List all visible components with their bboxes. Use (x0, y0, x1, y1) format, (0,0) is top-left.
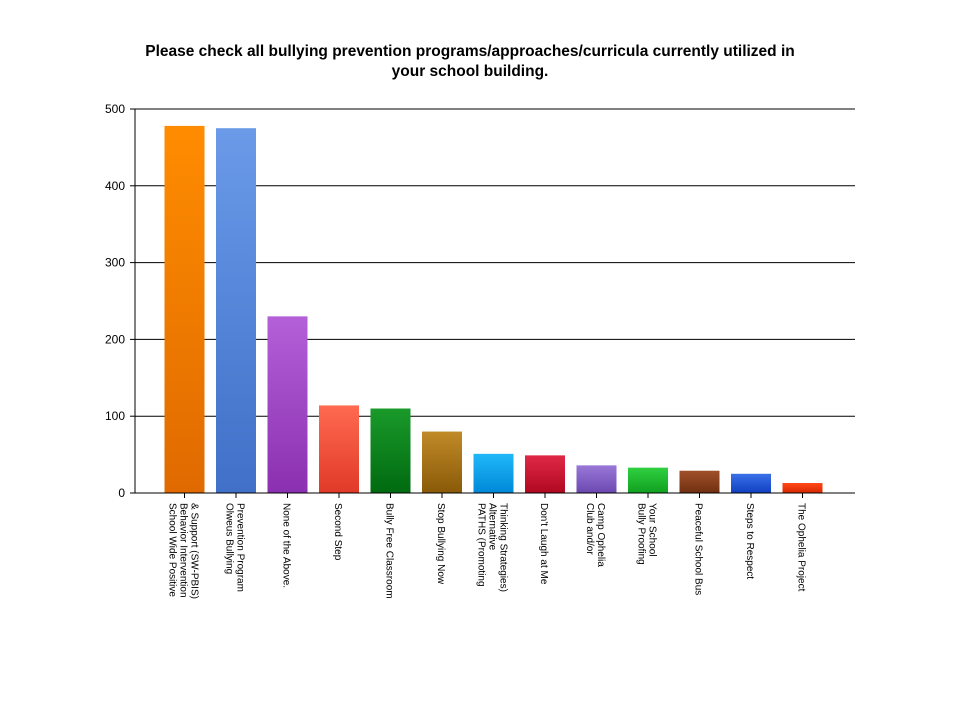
x-category-label-line: Steps to Respect (744, 503, 755, 579)
x-category-label-line: Your School (647, 503, 658, 557)
bars (164, 125, 823, 494)
x-category-label: None of the Above. (281, 503, 292, 588)
chart-title: Please check all bullying prevention pro… (100, 42, 840, 82)
bar (422, 431, 462, 493)
x-category-label: Peaceful School Bus (693, 503, 704, 595)
x-category-label-line: & Support (SW-PBIS) (189, 503, 200, 599)
bar (576, 465, 617, 493)
x-category-label-line: None of the Above. (281, 503, 292, 588)
chart-title-line-2: your school building. (391, 63, 549, 80)
x-category-label: Olweus Bullying Prevention Program (224, 503, 246, 592)
x-category-label: Don't Laugh at Me (538, 503, 549, 585)
bar (473, 453, 514, 493)
bar (731, 473, 771, 493)
x-category-label: The Ophelia Project (796, 503, 807, 592)
x-category-label-line: Alternative (487, 503, 498, 551)
x-category-label-line: Don't Laugh at Me (538, 503, 549, 585)
bar (216, 128, 256, 493)
x-category-label: Stop Bullying Now (435, 503, 446, 585)
x-category-label: School Wide Positive Behavior Interventio… (167, 503, 200, 599)
chart-title-line-1: Please check all bullying prevention pro… (145, 43, 795, 60)
axes (130, 108, 855, 498)
bar (370, 408, 411, 493)
bar (525, 455, 565, 493)
bar (267, 316, 308, 493)
x-category-label-line: Stop Bullying Now (435, 503, 446, 585)
bar (628, 467, 668, 493)
bar (164, 125, 205, 494)
x-category-label-line: The Ophelia Project (796, 503, 807, 592)
x-category-label: Club and/or Camp Ophelia (584, 503, 606, 567)
bar (679, 470, 720, 493)
y-tick-label: 200 (105, 332, 125, 346)
x-category-label: Steps to Respect (744, 503, 755, 579)
bar (782, 483, 823, 493)
x-category-label-line: Thinking Strategies) (498, 503, 509, 592)
x-category-label-line: Peaceful School Bus (693, 503, 704, 595)
y-tick-label: 0 (118, 486, 125, 500)
x-category-label-line: School Wide Positive (167, 503, 178, 597)
x-category-label-line: PATHS (Promoting (476, 503, 487, 587)
y-tick-label: 400 (105, 179, 125, 193)
x-category-label: Bully Proofing Your School (636, 503, 658, 565)
x-category-label-line: Camp Ophelia (595, 503, 606, 567)
x-category-labels: School Wide Positive Behavior Interventio… (167, 503, 807, 599)
x-category-label-line: Second Step (332, 503, 343, 561)
y-tick-label: 100 (105, 409, 125, 423)
y-tick-label: 300 (105, 256, 125, 270)
x-category-label-line: Olweus Bullying (224, 503, 235, 574)
y-tick-labels: 0 100 200 300 400 500 (105, 102, 125, 500)
bar (319, 405, 359, 493)
y-tick-label: 500 (105, 102, 125, 116)
x-category-label: Bully Free Classroom (384, 503, 395, 599)
x-category-label-line: Prevention Program (235, 503, 246, 592)
x-category-label: PATHS (Promoting Alternative Thinking Stra… (476, 503, 509, 592)
x-category-label-line: Behavior Intervention (178, 503, 189, 598)
x-category-label-line: Bully Free Classroom (384, 503, 395, 599)
x-category-label-line: Bully Proofing (636, 503, 647, 565)
x-category-label: Second Step (332, 503, 343, 561)
x-category-label-line: Club and/or (584, 503, 595, 555)
